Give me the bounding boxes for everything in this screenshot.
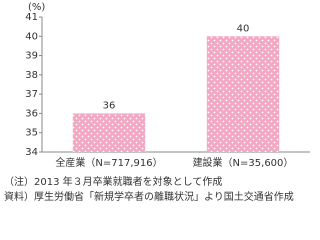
y-tick-label: 40 [25,31,38,42]
x-tick-label: 全産業（N=717,916） [55,156,162,169]
value-label: 40 [237,23,250,34]
value-label: 36 [103,100,116,111]
y-tick-label: 34 [25,147,38,158]
y-tick-label: 41 [25,12,38,23]
y-tick-label: 36 [25,108,38,119]
y-tick-label: 35 [25,128,38,139]
y-tick-label: 38 [25,70,38,81]
bar [72,113,146,152]
y-tick-label: 39 [25,51,38,62]
y-tick-label: 37 [25,89,38,100]
chart: (%) （注）2013 年３月卒業就職者を対象として作成 資料）厚生労働省「新規… [4,2,310,203]
note: 資料）厚生労働省「新規学卒者の離職状況」より国土交通省作成 [4,190,294,203]
bar [206,36,280,152]
unit-label: (%) [28,2,45,13]
x-tick-label: 建設業（N=35,600） [193,156,294,169]
note: （注）2013 年３月卒業就職者を対象として作成 [4,175,222,188]
